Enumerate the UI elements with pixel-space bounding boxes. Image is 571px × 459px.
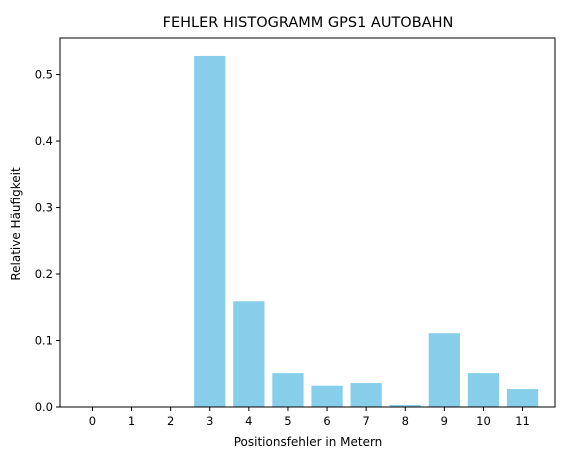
y-tick-label-0.5: 0.5: [35, 68, 53, 82]
axes-layer: 0 1 2 3 4 5 6 7 8 9 10 11 0.0 0.1 0.2 0.3 0.4 0.5: [35, 37, 556, 428]
x-tick-label-9: 9: [441, 414, 448, 428]
x-tick-label-7: 7: [362, 414, 369, 428]
x-tick-label-6: 6: [323, 414, 330, 428]
bar-3: [194, 55, 226, 407]
x-tick-label-0: 0: [89, 414, 96, 428]
chart-title: FEHLER HISTOGRAMM GPS1 AUTOBAHN: [163, 15, 454, 31]
x-tick-label-8: 8: [402, 414, 409, 428]
bar-9: [428, 333, 460, 407]
x-tick-label-2: 2: [167, 414, 174, 428]
bars-layer: [194, 55, 539, 407]
y-tick-label-0.3: 0.3: [35, 201, 53, 215]
y-tick-label-0.4: 0.4: [35, 134, 53, 148]
bar-6: [311, 385, 343, 407]
y-tick-label-0.0: 0.0: [35, 400, 53, 414]
bar-8: [389, 405, 421, 407]
bar-10: [467, 373, 500, 407]
plot-frame: [59, 37, 556, 408]
bar-7: [350, 383, 382, 407]
y-tick-label-0.2: 0.2: [35, 267, 53, 281]
y-tick-label-0.1: 0.1: [35, 334, 53, 348]
bar-11: [506, 389, 539, 407]
x-tick-label-4: 4: [245, 414, 252, 428]
x-tick-label-3: 3: [206, 414, 213, 428]
bar-5: [272, 373, 304, 407]
x-tick-label-11: 11: [515, 414, 530, 428]
x-axis-label: Positionsfehler in Metern: [234, 435, 383, 449]
x-tick-label-5: 5: [284, 414, 291, 428]
y-axis-label: Relative Häufigkeit: [9, 167, 23, 281]
bar-4: [233, 301, 265, 407]
x-tick-label-1: 1: [128, 414, 135, 428]
x-tick-label-10: 10: [476, 414, 491, 428]
